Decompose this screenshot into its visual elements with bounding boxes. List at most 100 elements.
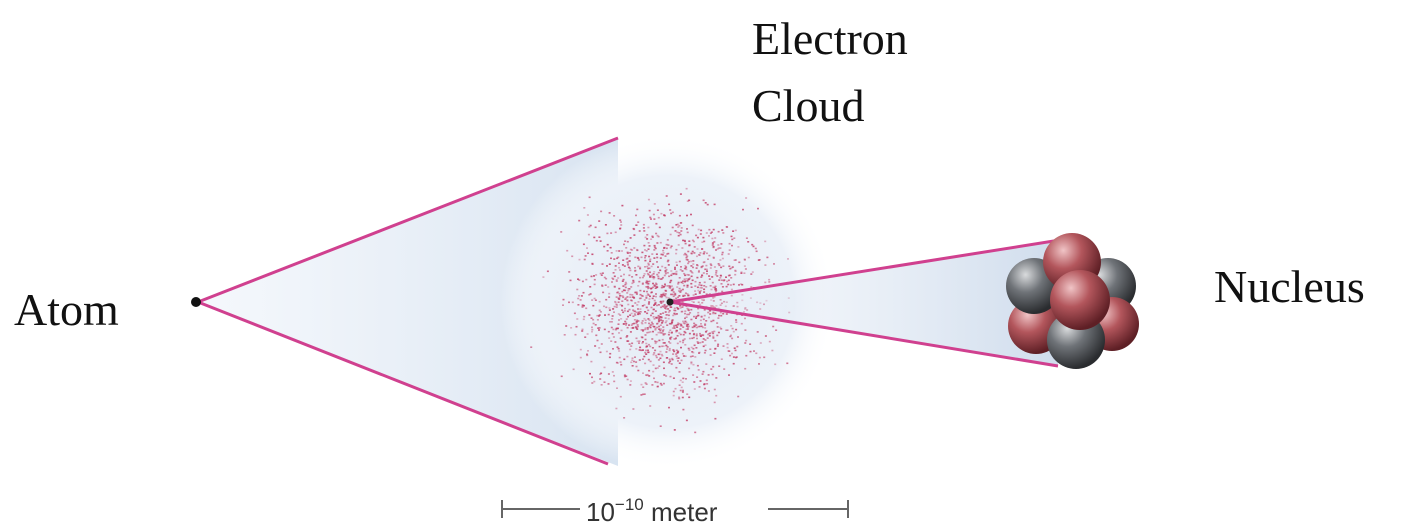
electron-dot bbox=[712, 337, 715, 339]
electron-dot bbox=[642, 329, 645, 331]
electron-dot bbox=[650, 291, 653, 293]
electron-dot bbox=[647, 264, 650, 266]
electron-dot bbox=[675, 349, 678, 352]
electron-dot bbox=[709, 293, 711, 295]
electron-dot bbox=[680, 359, 683, 362]
electron-dot bbox=[679, 307, 682, 309]
electron-dot bbox=[640, 329, 643, 331]
electron-dot bbox=[642, 349, 644, 351]
electron-dot bbox=[715, 270, 718, 272]
electron-dot bbox=[620, 224, 623, 226]
electron-dot bbox=[679, 340, 682, 343]
electron-dot bbox=[611, 332, 614, 335]
electron-dot bbox=[645, 270, 648, 272]
electron-dot bbox=[661, 330, 664, 332]
electron-dot bbox=[640, 256, 643, 259]
electron-dot bbox=[669, 233, 672, 236]
electron-dot bbox=[658, 226, 661, 229]
electron-dot bbox=[704, 327, 707, 329]
electron-dot bbox=[672, 314, 675, 317]
electron-dot bbox=[579, 356, 582, 359]
electron-dot bbox=[671, 321, 674, 323]
scale-bar: 10−10 meter bbox=[501, 495, 849, 527]
electron-dot bbox=[671, 293, 674, 296]
electron-dot bbox=[646, 345, 649, 347]
electron-dot bbox=[721, 286, 724, 288]
electron-dot bbox=[619, 314, 622, 316]
electron-dot bbox=[698, 386, 701, 388]
electron-dot bbox=[631, 249, 634, 251]
electron-dot bbox=[684, 252, 687, 255]
electron-dot bbox=[673, 307, 676, 310]
electron-dot bbox=[577, 304, 580, 306]
electron-dot bbox=[575, 325, 578, 328]
electron-dot bbox=[646, 306, 648, 309]
electron-dot bbox=[727, 350, 730, 352]
electron-dot bbox=[601, 272, 604, 274]
electron-dot bbox=[644, 256, 646, 259]
electron-dot bbox=[673, 327, 676, 329]
electron-dot bbox=[743, 272, 746, 274]
electron-dot bbox=[659, 257, 662, 259]
electron-dot bbox=[646, 312, 649, 315]
electron-dot bbox=[655, 354, 658, 357]
electron-dot bbox=[611, 318, 614, 320]
electron-dot bbox=[655, 356, 658, 359]
electron-dot bbox=[731, 352, 733, 355]
electron-dot bbox=[645, 306, 648, 309]
electron-dot bbox=[663, 274, 666, 277]
electron-dot bbox=[619, 227, 622, 230]
electron-dot bbox=[655, 317, 658, 319]
electron-dot bbox=[634, 256, 637, 259]
electron-dot bbox=[708, 228, 711, 231]
electron-dot bbox=[590, 360, 593, 363]
electron-dot bbox=[691, 355, 694, 357]
electron-dot bbox=[642, 341, 644, 343]
electron-dot bbox=[672, 390, 675, 393]
electron-dot bbox=[705, 379, 708, 382]
electron-dot bbox=[702, 370, 705, 373]
electron-dot bbox=[624, 283, 627, 286]
electron-dot bbox=[598, 315, 600, 317]
electron-dot bbox=[660, 306, 663, 309]
electron-dot bbox=[591, 382, 594, 384]
electron-dot bbox=[607, 383, 610, 385]
zoom-cone-nucleus bbox=[670, 240, 1060, 366]
electron-dot bbox=[649, 345, 652, 348]
electron-dot bbox=[744, 329, 747, 331]
electron-dot bbox=[690, 361, 693, 364]
electron-dot bbox=[680, 227, 683, 229]
electron-dot bbox=[612, 308, 615, 310]
electron-dot bbox=[623, 358, 626, 361]
electron-dot bbox=[634, 326, 637, 328]
electron-dot bbox=[630, 312, 633, 315]
electron-dot bbox=[660, 296, 663, 299]
electron-dot bbox=[664, 285, 667, 287]
electron-dot bbox=[666, 272, 669, 274]
electron-dot bbox=[632, 310, 635, 313]
electron-dot bbox=[734, 349, 737, 352]
electron-dot bbox=[692, 266, 694, 269]
electron-dot bbox=[635, 293, 638, 295]
electron-dot bbox=[708, 254, 711, 257]
electron-dot bbox=[617, 327, 619, 330]
electron-dot bbox=[697, 228, 700, 231]
electron-dot bbox=[734, 259, 737, 261]
electron-dot bbox=[669, 329, 672, 332]
electron-dot bbox=[635, 291, 638, 294]
electron-dot bbox=[629, 331, 632, 333]
electron-dot bbox=[703, 314, 706, 317]
electron-dot bbox=[690, 308, 693, 311]
electron-dot bbox=[672, 287, 675, 290]
electron-dot bbox=[694, 290, 697, 292]
electron-dot bbox=[676, 323, 679, 326]
electron-dot bbox=[591, 330, 593, 333]
electron-dot bbox=[637, 221, 640, 223]
electron-dot bbox=[704, 324, 707, 326]
electron-dot bbox=[659, 382, 662, 385]
electron-dot bbox=[695, 334, 698, 337]
electron-dot bbox=[673, 309, 675, 312]
electron-dot bbox=[759, 342, 762, 344]
electron-dot bbox=[619, 219, 622, 221]
electron-dot bbox=[720, 275, 723, 277]
